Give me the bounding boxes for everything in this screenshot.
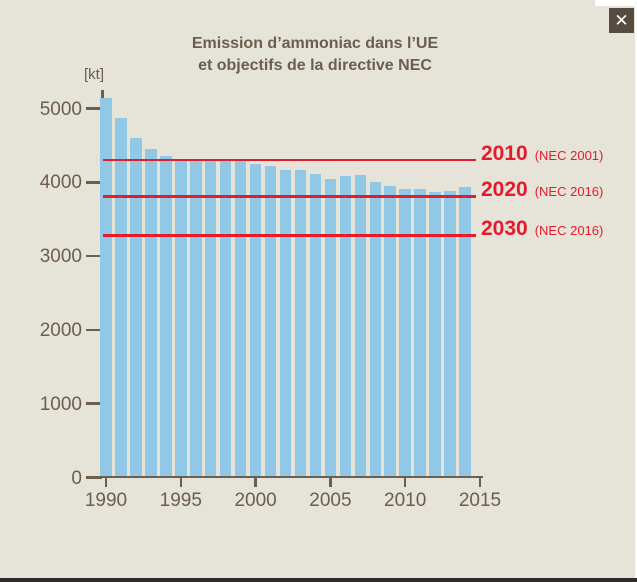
- bar-2001: [264, 166, 277, 477]
- y-tick-label-4000: 4000: [39, 172, 82, 194]
- bar-2003: [294, 170, 307, 477]
- x-tick-2015: [478, 478, 482, 487]
- chart-title-line1: Emission d’ammoniac dans l’UE: [191, 35, 439, 52]
- bar-2006: [339, 176, 352, 477]
- y-tick-5000: [86, 107, 102, 110]
- x-tick-label-1990: 1990: [84, 490, 128, 511]
- target-note-2030: (NEC 2016): [534, 223, 604, 239]
- target-note-2010: (NEC 2001): [534, 148, 604, 164]
- bar-1998: [219, 160, 232, 477]
- x-tick-2000: [254, 478, 257, 487]
- x-tick-label-2005: 2005: [309, 490, 352, 511]
- y-tick-label-3000: 3000: [39, 246, 82, 268]
- x-tick-label-1995: 1995: [159, 490, 202, 511]
- bar-2009: [384, 185, 396, 477]
- target-year-2030: 2030: [481, 217, 528, 241]
- bar-1997: [204, 160, 217, 477]
- x-tick-label-2000: 2000: [234, 490, 277, 511]
- x-tick-label-2010: 2010: [384, 490, 427, 511]
- bar-1995: [175, 160, 187, 477]
- bar-1996: [190, 160, 202, 477]
- y-tick-3000: [86, 254, 102, 258]
- bar-2000: [249, 163, 262, 477]
- target-label-2030: 2030 (NEC 2016): [481, 218, 603, 239]
- y-tick-label-2000: 2000: [39, 319, 82, 341]
- bottom-border-strip: [0, 578, 637, 582]
- target-year-2020: 2020: [481, 178, 528, 202]
- bar-1994: [160, 156, 172, 477]
- close-icon: ✕: [614, 11, 629, 30]
- target-year-2010: 2010: [481, 142, 528, 166]
- bar-2005: [324, 178, 337, 477]
- bar-2008: [369, 182, 382, 477]
- y-tick-0: [86, 476, 102, 479]
- bar-2002: [279, 169, 292, 477]
- y-tick-1000: [86, 402, 102, 405]
- bar-1991: [115, 118, 127, 477]
- bar-1999: [234, 160, 247, 477]
- y-tick-2000: [86, 328, 102, 332]
- x-tick-1990: [104, 478, 108, 487]
- target-line-2020: [103, 195, 476, 198]
- bar-2013: [444, 191, 456, 477]
- target-label-2010: 2010 (NEC 2001): [481, 143, 603, 164]
- y-axis-unit-label: [kt]: [84, 66, 105, 83]
- chart-title-line2: et objectifs de la directive NEC: [198, 56, 432, 74]
- page-margin-right: [635, 0, 637, 582]
- y-tick-label-5000: 5000: [39, 98, 82, 120]
- x-axis-line: [101, 475, 483, 478]
- chart-title: Emission d’ammoniac dans l’UE et objecti…: [90, 33, 540, 76]
- x-tick-label-2015: 2015: [458, 490, 502, 511]
- x-tick-2010: [403, 478, 407, 487]
- y-tick-label-1000: 1000: [39, 393, 82, 415]
- x-tick-1995: [179, 478, 183, 487]
- close-button[interactable]: ✕: [609, 8, 634, 33]
- y-tick-4000: [86, 181, 102, 184]
- bar-2010: [399, 188, 411, 477]
- bar-1993: [145, 149, 157, 477]
- bar-1990: [100, 98, 112, 477]
- bar-1992: [130, 138, 142, 477]
- bar-2004: [309, 174, 322, 477]
- page-margin-top: [595, 0, 637, 6]
- y-tick-label-0: 0: [71, 467, 82, 489]
- bar-2012: [429, 191, 441, 477]
- target-line-2030: [103, 234, 476, 237]
- bar-2007: [354, 174, 367, 477]
- bar-2014: [459, 187, 471, 477]
- target-label-2020: 2020 (NEC 2016): [481, 179, 603, 200]
- target-note-2020: (NEC 2016): [534, 184, 604, 200]
- target-line-2010: [103, 158, 476, 162]
- bar-2011: [414, 188, 426, 477]
- x-tick-2005: [329, 478, 332, 487]
